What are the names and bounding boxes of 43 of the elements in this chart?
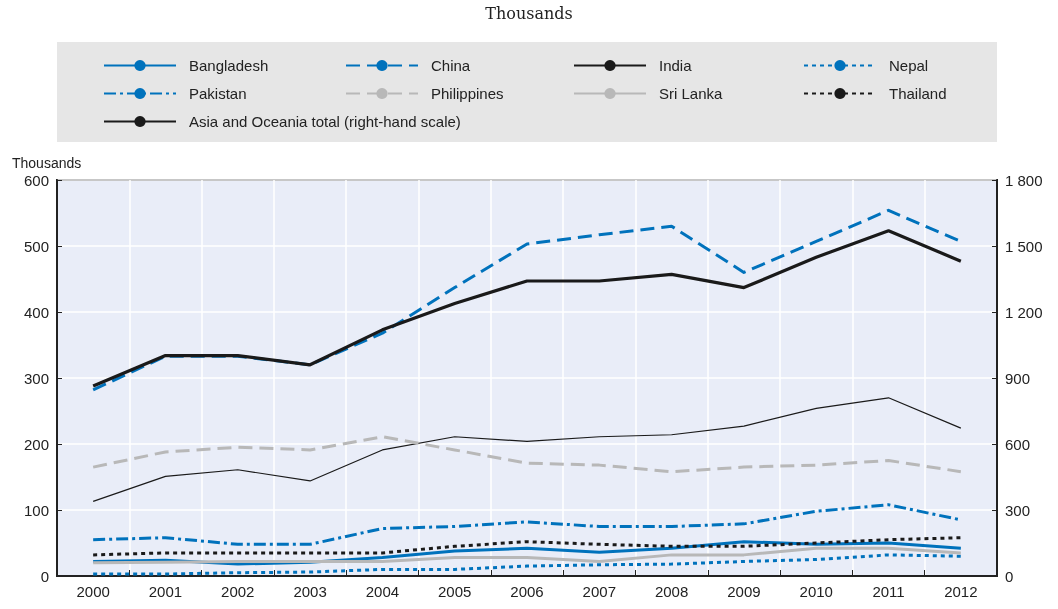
x-tick-label: 2008 bbox=[654, 583, 689, 600]
y-tick-label: 600 bbox=[23, 171, 49, 189]
legend-label: India bbox=[659, 57, 693, 74]
y-tick-label: 0 bbox=[40, 567, 49, 585]
legend-label: Pakistan bbox=[189, 85, 247, 102]
x-tick-label: 2011 bbox=[872, 583, 905, 600]
y-tick-label: 500 bbox=[23, 237, 49, 255]
x-tick-label: 2010 bbox=[799, 583, 833, 600]
legend-label: Philippines bbox=[431, 85, 504, 102]
y2-tick-label: 300 bbox=[1005, 501, 1031, 519]
x-tick-label: 2007 bbox=[582, 583, 616, 600]
x-tick-label: 2003 bbox=[293, 583, 327, 600]
y2-tick-label: 600 bbox=[1005, 435, 1031, 453]
y-tick-label: 100 bbox=[23, 501, 49, 519]
y2-tick-label: 1 500 bbox=[1005, 237, 1043, 255]
y-axis-title: Thousands bbox=[12, 155, 82, 171]
chart-subtitle: Thousands bbox=[485, 3, 573, 23]
y2-tick-label: 900 bbox=[1005, 369, 1031, 387]
line-series bbox=[91, 553, 963, 576]
line-series bbox=[91, 546, 963, 565]
x-tick-label: 2009 bbox=[727, 583, 761, 600]
x-tick-label: 2005 bbox=[438, 583, 472, 600]
x-tick-label: 2012 bbox=[944, 583, 978, 600]
y2-tick-label: 1 200 bbox=[1005, 303, 1043, 321]
x-tick-label: 2004 bbox=[365, 583, 400, 600]
y2-tick-label: 0 bbox=[1005, 567, 1014, 585]
x-tick-label: 2002 bbox=[221, 583, 255, 600]
line-series bbox=[92, 397, 962, 503]
x-tick-label: 2001 bbox=[148, 583, 183, 600]
legend-label: Bangladesh bbox=[189, 57, 269, 74]
y-tick-label: 400 bbox=[23, 303, 49, 321]
legend-label: China bbox=[431, 57, 471, 74]
line-series bbox=[91, 435, 963, 474]
x-tick-label: 2006 bbox=[510, 583, 544, 600]
y-tick-label: 300 bbox=[23, 369, 49, 387]
x-tick-label: 2000 bbox=[76, 583, 110, 600]
y2-tick-label: 1 800 bbox=[1005, 171, 1043, 189]
legend-label: Sri Lanka bbox=[659, 85, 724, 102]
line-series bbox=[91, 536, 963, 557]
y-tick-label: 200 bbox=[23, 435, 49, 453]
legend-label: Nepal bbox=[889, 57, 929, 74]
legend-label: Thailand bbox=[889, 85, 947, 102]
legend-label: Asia and Oceania total (right-hand scale) bbox=[189, 113, 461, 130]
